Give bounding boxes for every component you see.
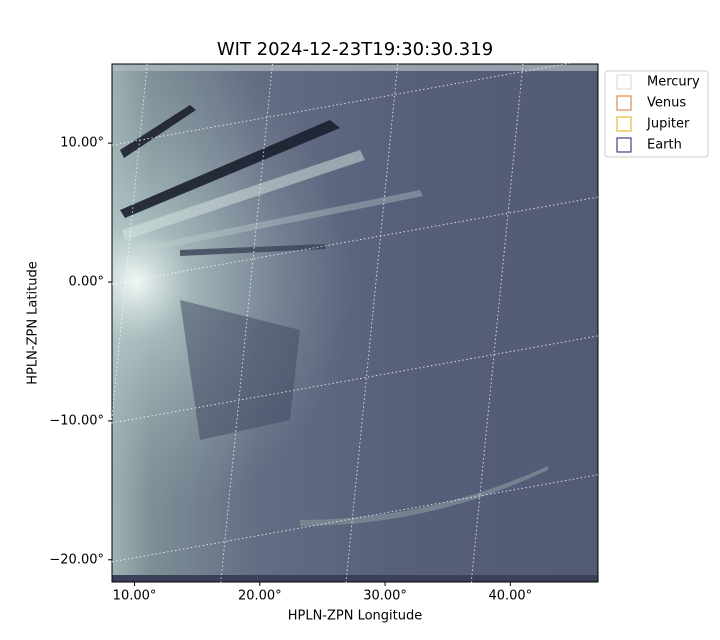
y-tick-label: 10.00° — [60, 136, 104, 151]
grid-line — [469, 59, 524, 593]
legend-swatch — [616, 137, 632, 153]
axes-frame — [111, 63, 599, 583]
legend-swatch — [616, 74, 632, 90]
legend-label: Venus — [647, 96, 686, 111]
y-axis-label: HPLN-ZPN Latitude — [26, 261, 41, 384]
y-tick-label: −10.00° — [49, 413, 104, 428]
grid-line — [94, 59, 148, 593]
x-axis-label: HPLN-ZPN Longitude — [288, 609, 423, 624]
grid-line — [219, 59, 274, 593]
legend-box — [604, 70, 709, 158]
y-tick-label: −20.00° — [49, 552, 104, 567]
legend-label: Jupiter — [646, 117, 690, 132]
x-tick-label: 20.00° — [238, 589, 282, 604]
legend-label: Earth — [647, 138, 682, 153]
legend-label: Mercury — [647, 75, 700, 90]
grid-line — [344, 59, 399, 593]
image — [112, 64, 598, 582]
x-tick-label: 10.00° — [113, 589, 157, 604]
legend-swatch — [616, 95, 632, 111]
x-tick-label: 30.00° — [363, 589, 407, 604]
chart-title: WIT 2024-12-23T19:30:30.319 — [217, 39, 493, 60]
x-tick-label: 40.00° — [488, 589, 532, 604]
y-tick-label: 0.00° — [69, 275, 104, 290]
legend-swatch — [616, 116, 632, 132]
